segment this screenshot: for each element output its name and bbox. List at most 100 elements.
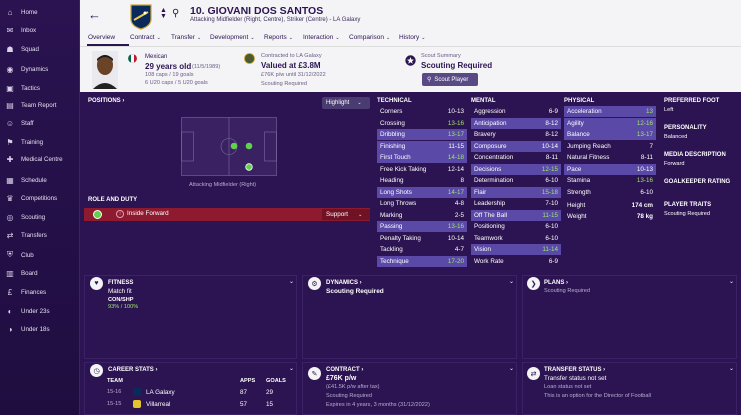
career-apps: 87 bbox=[240, 389, 248, 396]
chevron-down-icon: ⌄ bbox=[156, 35, 161, 41]
sidebar-item-inbox[interactable]: ✉ Inbox bbox=[0, 21, 80, 39]
chevron-down-icon[interactable]: ⌄ bbox=[289, 366, 295, 372]
sidebar-item-under-18s[interactable]: ◑ Under 18s bbox=[0, 320, 80, 338]
attribute-value: 8-12 bbox=[545, 131, 558, 139]
career-goals: 15 bbox=[266, 401, 274, 408]
sidebar-item-squad[interactable]: ☗ Squad bbox=[0, 40, 80, 58]
role-name[interactable]: Inside Forward bbox=[127, 210, 169, 217]
attribute-value: 2-5 bbox=[454, 211, 464, 219]
sidebar-item-label: Competitions bbox=[21, 194, 58, 202]
chevron-down-icon[interactable]: ⌄ bbox=[509, 366, 515, 372]
attribute-name: Long Throws bbox=[380, 200, 417, 208]
back-arrow-icon[interactable]: ← bbox=[88, 7, 101, 22]
attribute-value: 6-9 bbox=[548, 108, 558, 116]
attribute-value: 6-10 bbox=[545, 177, 558, 185]
tab-history[interactable]: History ⌄ bbox=[399, 34, 425, 41]
international-caps: 108 caps / 19 goals bbox=[145, 72, 194, 78]
sidebar-item-scouting[interactable]: ◎ Scouting bbox=[0, 208, 80, 226]
tab-interaction[interactable]: Interaction ⌄ bbox=[303, 34, 340, 41]
attribute-row: Composure 10-14 bbox=[471, 140, 561, 152]
chevron-down-icon: ⌄ bbox=[250, 35, 255, 41]
plans-panel[interactable] bbox=[522, 275, 737, 359]
contract-title[interactable]: CONTRACT › bbox=[326, 367, 364, 373]
tab-overview[interactable]: Overview bbox=[88, 34, 115, 41]
attribute-value: 11-15 bbox=[542, 211, 558, 219]
sidebar-item-competitions[interactable]: ♛ Competitions bbox=[0, 189, 80, 207]
weight-value: 78 kg bbox=[636, 213, 653, 221]
sidebar-item-home[interactable]: ⌂ Home bbox=[0, 3, 80, 21]
search-icon[interactable]: ⚲ bbox=[172, 8, 180, 19]
contracted-to: Contracted to LA Galaxy bbox=[261, 53, 322, 59]
attribute-row: Decisions 12-15 bbox=[471, 163, 561, 175]
sharpness-value: 100% bbox=[123, 304, 139, 310]
attribute-row: Anticipation 8-12 bbox=[471, 117, 561, 129]
tab-transfer[interactable]: Transfer ⌄ bbox=[171, 34, 201, 41]
sidebar-item-staff[interactable]: ☺ Staff bbox=[0, 114, 80, 132]
sidebar-item-label: Inbox bbox=[21, 26, 37, 34]
attribute-name: Decisions bbox=[474, 165, 502, 173]
sidebar-item-training[interactable]: ⚑ Training bbox=[0, 133, 80, 151]
squad-icon: ☗ bbox=[6, 44, 14, 54]
home-icon: ⌂ bbox=[7, 7, 13, 17]
attribute-name: Free Kick Taking bbox=[380, 165, 427, 173]
sidebar-item-club[interactable]: ⛨ Club bbox=[0, 246, 80, 264]
dynamics-title[interactable]: DYNAMICS › bbox=[326, 280, 362, 286]
prev-next-player-icon[interactable]: ▲ ▼ bbox=[160, 7, 167, 20]
attribute-row: Finishing 11-15 bbox=[377, 140, 467, 152]
career-stats-panel[interactable] bbox=[84, 362, 297, 415]
attribute-value: 14-17 bbox=[447, 188, 464, 196]
attribute-value: 13-16 bbox=[447, 223, 464, 231]
u20-caps: 6 U20 caps / 5 U20 goals bbox=[145, 80, 208, 86]
dynamics-panel[interactable] bbox=[302, 275, 517, 359]
sidebar-item-finances[interactable]: £ Finances bbox=[0, 283, 80, 301]
staff-icon: ☺ bbox=[5, 118, 15, 128]
scouting-icon: ◎ bbox=[6, 212, 14, 222]
sidebar-item-team-report[interactable]: ▤ Team Report bbox=[0, 96, 80, 114]
attribute-name: Technique bbox=[380, 257, 409, 265]
chevron-down-icon: ⌄ bbox=[358, 211, 363, 218]
info-strip: Mexican 29 years old (11/5/1989) 108 cap… bbox=[80, 46, 741, 92]
height-value: 174 cm bbox=[631, 202, 653, 210]
career-season: 15-15 bbox=[107, 401, 122, 407]
chevron-down-icon[interactable]: ⌄ bbox=[289, 279, 295, 285]
positions-title[interactable]: POSITIONS › bbox=[88, 98, 125, 104]
tab-reports[interactable]: Reports ⌄ bbox=[264, 34, 293, 41]
attribute-value: 7 bbox=[649, 142, 653, 150]
tab-contract[interactable]: Contract ⌄ bbox=[130, 34, 161, 41]
sidebar-item-medical-centre[interactable]: ✚ Medical Centre bbox=[0, 150, 80, 168]
career-stats-title[interactable]: CAREER STATS › bbox=[108, 367, 158, 373]
player-photo bbox=[92, 51, 118, 89]
attribute-value: 10-13 bbox=[636, 165, 653, 173]
sidebar-item-dynamics[interactable]: ◉ Dynamics bbox=[0, 60, 80, 78]
contract-expires: Expires in 4 years, 3 months (31/12/2022… bbox=[326, 402, 430, 408]
attribute-name: Determination bbox=[474, 177, 514, 185]
chevron-down-icon[interactable]: ⌄ bbox=[729, 279, 735, 285]
sidebar-item-label: Scouting bbox=[21, 213, 46, 221]
medical-icon: ✚ bbox=[6, 154, 14, 164]
chevron-down-icon[interactable]: ⌄ bbox=[729, 366, 735, 372]
tab-comparison[interactable]: Comparison ⌄ bbox=[349, 34, 390, 41]
sidebar-item-tactics[interactable]: ▣ Tactics bbox=[0, 79, 80, 97]
header bbox=[80, 0, 741, 46]
sidebar-item-transfers[interactable]: ⇄ Transfers bbox=[0, 226, 80, 244]
fitness-panel[interactable] bbox=[84, 275, 297, 359]
attribute-row: First Touch 14-18 bbox=[377, 152, 467, 164]
scout-player-button[interactable]: ⚲ Scout Player bbox=[422, 73, 478, 86]
tab-development[interactable]: Development ⌄ bbox=[210, 34, 255, 41]
role-duty-row[interactable] bbox=[84, 208, 370, 221]
con-shp-label: CON/SHP bbox=[108, 297, 134, 303]
highlight-dropdown[interactable]: Highlight ⌄ bbox=[322, 97, 370, 109]
transfer-status-title[interactable]: TRANSFER STATUS › bbox=[544, 367, 606, 373]
attribute-name: Strength bbox=[567, 188, 591, 196]
date-of-birth: (11/5/1989) bbox=[192, 64, 221, 70]
chevron-down-icon[interactable]: ⌄ bbox=[509, 279, 515, 285]
attribute-name: Heading bbox=[380, 177, 404, 185]
attribute-value: 4-8 bbox=[454, 200, 464, 208]
sidebar-item-board[interactable]: ▥ Board bbox=[0, 264, 80, 282]
attribute-row: Long Shots 14-17 bbox=[377, 186, 467, 198]
sidebar-item-under-23s[interactable]: ◐ Under 23s bbox=[0, 302, 80, 320]
plans-title[interactable]: PLANS › bbox=[544, 280, 569, 286]
sidebar-item-schedule[interactable]: ▦ Schedule bbox=[0, 171, 80, 189]
duty-dropdown[interactable]: Support ⌄ bbox=[322, 209, 370, 220]
heart-icon: ♥ bbox=[90, 277, 103, 290]
